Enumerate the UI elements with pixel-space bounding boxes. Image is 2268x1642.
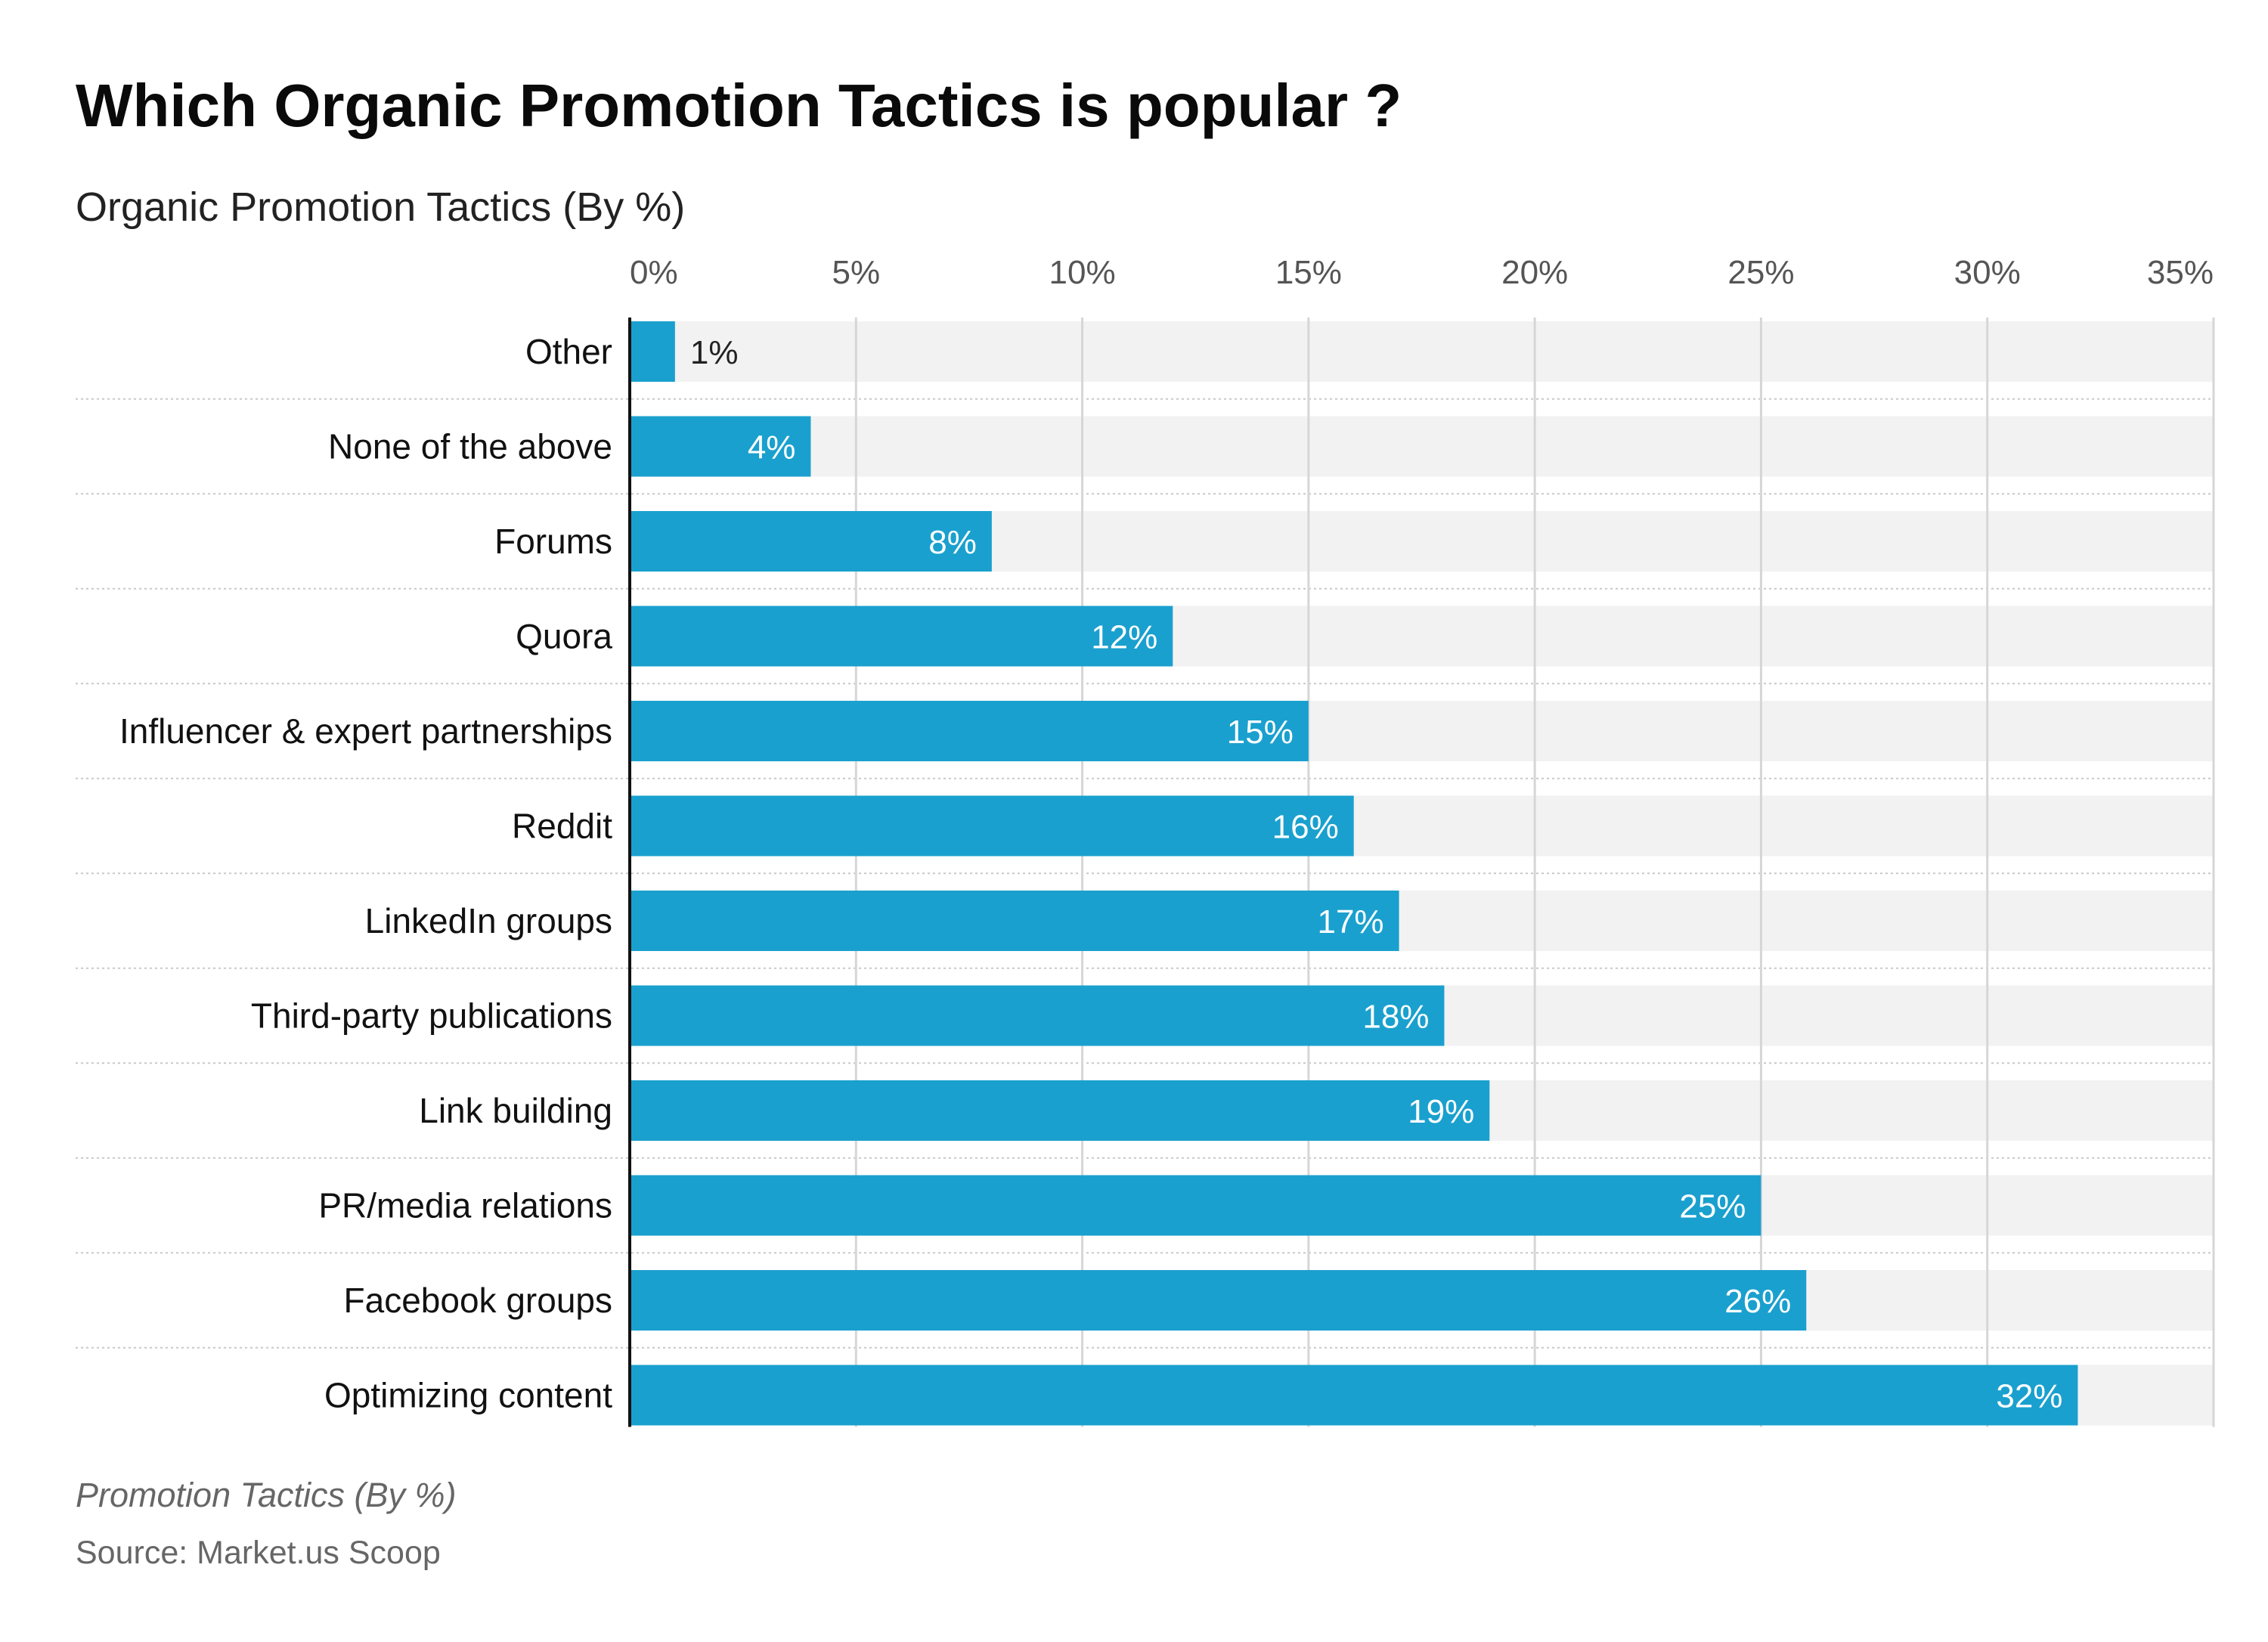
category-label: Link building [419,1091,612,1130]
x-tick-label: 0% [630,254,678,291]
category-label: Reddit [512,807,612,846]
x-tick-label: 30% [1954,254,2021,291]
category-label: PR/media relations [318,1186,612,1225]
value-label: 16% [1272,809,1339,846]
bar [630,416,811,477]
chart-subtitle: Organic Promotion Tactics (By %) [76,184,686,230]
bar [630,1365,2078,1426]
category-label: Third-party publications [251,996,612,1036]
value-label: 26% [1724,1283,1791,1320]
bar [630,511,992,572]
bar [630,606,1173,667]
bar-track [630,416,2214,477]
bar [630,1175,1761,1236]
bar [630,1080,1490,1141]
category-label: Quora [516,617,612,656]
x-tick-label: 25% [1727,254,1794,291]
category-label: Other [525,332,612,371]
category-label: Influencer & expert partnerships [119,711,612,751]
bar [630,985,1445,1046]
value-label: 25% [1679,1188,1746,1225]
bar [630,891,1399,951]
category-label: Optimizing content [324,1376,612,1415]
x-tick-label: 20% [1501,254,1568,291]
value-label: 19% [1408,1093,1474,1130]
x-tick-label: 5% [832,254,880,291]
bar [630,795,1354,857]
bar [630,1270,1807,1331]
bar-chart: 0% 5% 10% 15% 20% 25% 30% 35% Other 1% None of the… [76,254,2215,1427]
category-label: LinkedIn groups [365,901,612,940]
category-label: Facebook groups [344,1281,612,1320]
category-label: None of the above [328,427,612,466]
bar [630,321,675,382]
x-tick-label: 35% [2147,254,2214,291]
value-label: 18% [1362,999,1429,1036]
chart-notes: Promotion Tactics (By %) [76,1476,457,1514]
value-label: 8% [928,524,977,561]
x-tick-label: 10% [1049,254,1116,291]
bar [630,701,1309,761]
category-label: Forums [494,522,612,561]
bar-track [630,321,2214,382]
value-label: 17% [1317,903,1383,940]
value-label: 1% [690,334,739,371]
value-label: 32% [1996,1378,2062,1415]
chart-title: Which Organic Promotion Tactics is popul… [76,72,1402,139]
chart-source: Source: Market.us Scoop [76,1535,441,1571]
value-label: 15% [1227,714,1294,751]
value-label: 12% [1091,619,1157,656]
x-tick-label: 15% [1275,254,1342,291]
value-label: 4% [748,429,796,466]
